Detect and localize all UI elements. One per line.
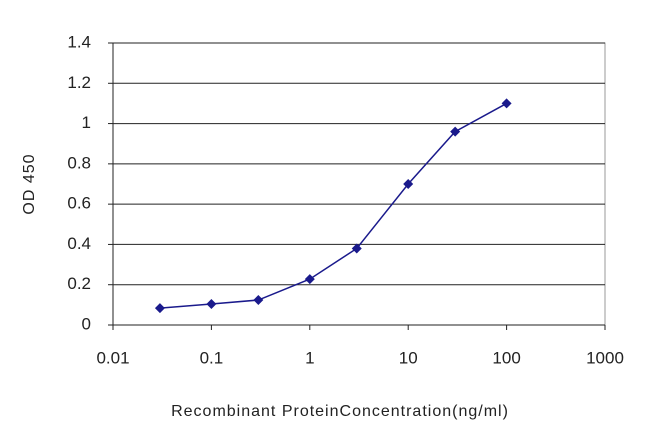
y-tick-label: 0.2: [67, 274, 91, 293]
data-point: [304, 274, 315, 285]
y-tick-label: 0.6: [67, 194, 91, 213]
data-point: [154, 303, 165, 314]
data-point: [351, 243, 362, 254]
x-tick-label: 1000: [586, 348, 624, 367]
x-axis-label: Recombinant ProteinConcentration(ng/ml): [171, 403, 509, 420]
data-point: [206, 299, 217, 310]
data-point: [253, 295, 264, 306]
y-tick-label: 1.2: [67, 73, 91, 92]
plot-frame: [112, 42, 606, 326]
y-tick-label: 1: [82, 113, 91, 132]
x-tick-label: 0.1: [200, 348, 224, 367]
y-tick-label: 1.4: [67, 32, 91, 51]
x-tick-label: 100: [492, 348, 520, 367]
y-tick-label: 0.4: [67, 234, 91, 253]
y-tick-label: 0: [82, 314, 91, 333]
x-tick-label: 10: [399, 348, 418, 367]
data-point: [501, 98, 512, 109]
x-tick-label: 0.01: [96, 348, 129, 367]
y-axis-label: OD 450: [21, 153, 38, 214]
data-point: [450, 126, 461, 137]
data-point: [403, 179, 414, 189]
y-tick-label: 0.8: [67, 153, 91, 172]
series-line: [159, 102, 507, 309]
x-tick-label: 1: [305, 348, 314, 367]
